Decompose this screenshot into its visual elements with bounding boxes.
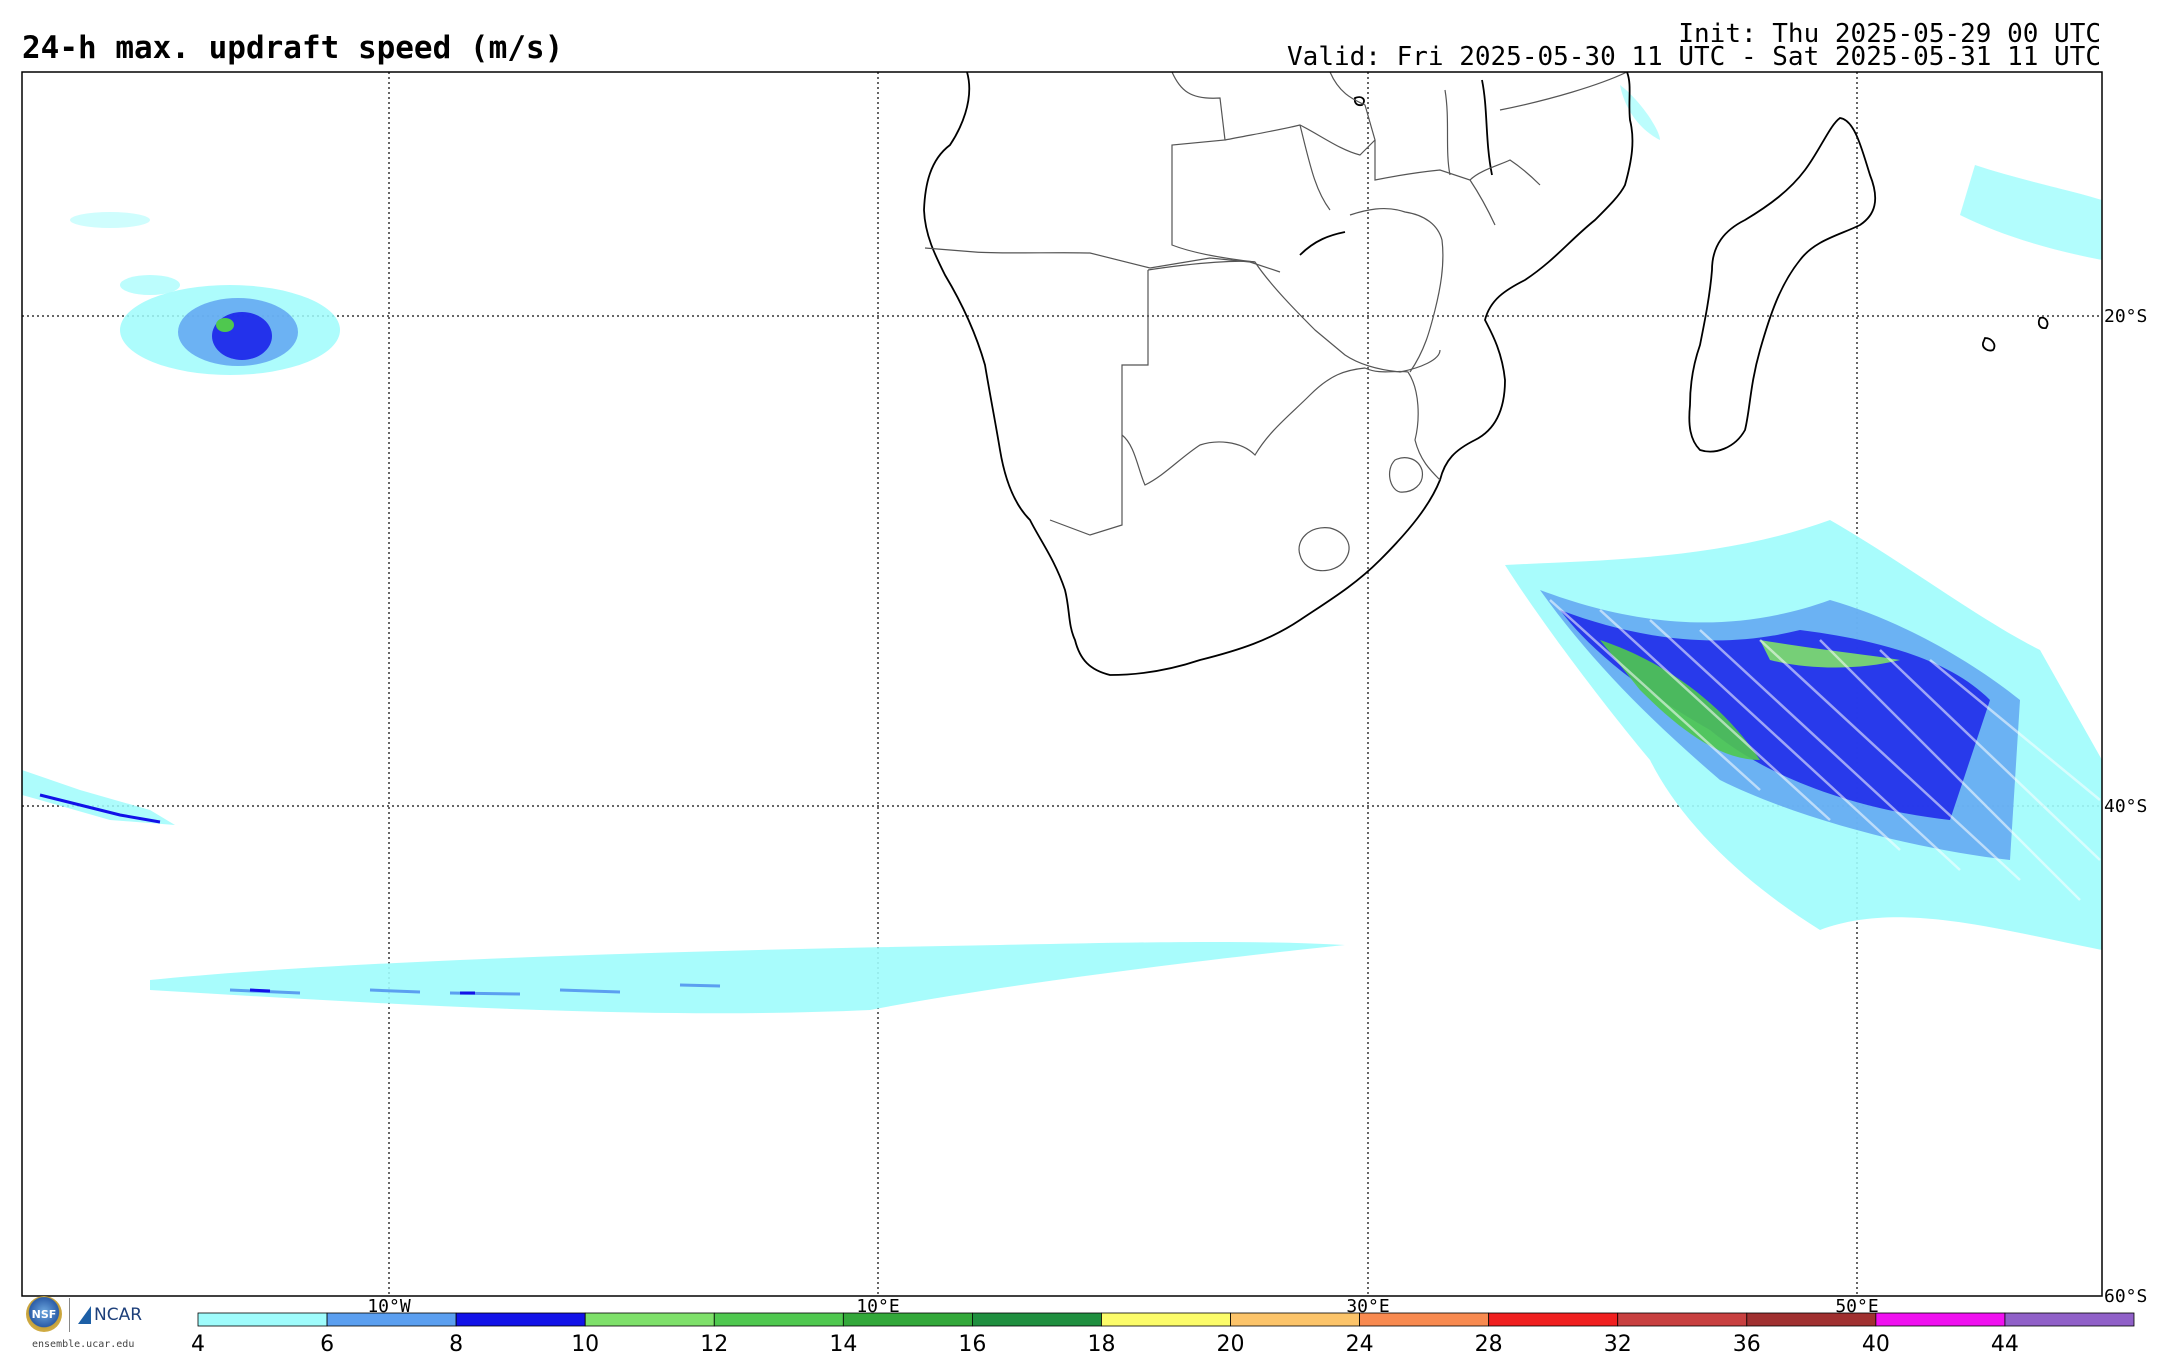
colorbar-swatch [2004,1312,2135,1327]
colorbar-swatch [842,1312,973,1327]
africa-coastline [923,72,1634,676]
lake-kariba [1299,231,1346,256]
lon-label-10e: 10°E [856,1296,899,1317]
reunion-island [1982,337,1996,352]
colorbar-tick-label: 36 [1733,1332,1761,1354]
logo-divider [69,1298,70,1332]
colorbar-swatch [1230,1312,1360,1327]
map-plot-area [22,72,2102,1296]
source-url: ensemble.ucar.edu [32,1339,135,1350]
colorbar-tick-label: 18 [1087,1332,1115,1354]
madagascar-coastline [1688,117,1877,453]
colorbar-tick-label: 12 [700,1332,728,1354]
colorbar: 4 6 8 10 12 14 16 18 20 24 28 32 36 40 44 [191,1312,2135,1357]
lat-label-20s: 20°S [2104,306,2147,327]
lon-label-30e: 30°E [1346,1296,1389,1317]
colorbar-swatch [584,1312,715,1327]
colorbar-swatch [1488,1312,1619,1327]
colorbar-swatch [713,1312,844,1327]
lon-labels: 10°W 10°E 30°E 50°E [367,1296,1878,1317]
colorbar-tick-label: 14 [829,1332,857,1354]
colorbar-swatch [1101,1312,1231,1327]
ncar-logo: NCAR [78,1305,142,1325]
colorbar-tick-label: 32 [1604,1332,1632,1354]
lat-label-60s: 60°S [2104,1286,2147,1307]
colorbar-swatch [197,1312,328,1327]
colorbar-tick-label: 10 [571,1332,599,1354]
nsf-logo: NSF [26,1296,62,1332]
colorbar-tick-label: 6 [320,1332,334,1354]
lon-label-10w: 10°W [367,1296,411,1317]
colorbar-tick-label: 40 [1862,1332,1890,1354]
updraft-field-west-pacific-cluster [70,212,340,375]
colorbar-tick-label: 4 [191,1332,205,1354]
country-borders [924,72,1628,572]
colorbar-tick-label: 20 [1217,1332,1245,1354]
lake-malawi [1481,79,1493,176]
coastlines [923,72,2049,676]
updraft-field-south-atlantic-band [150,941,1345,1014]
page-title: 24-h max. updraft speed (m/s) [22,30,564,66]
colorbar-tick-label: 24 [1346,1332,1374,1354]
colorbar-tick-label: 8 [449,1332,463,1354]
colorbar-swatch [455,1312,586,1327]
colorbar-swatch [1875,1312,2006,1327]
lat-label-40s: 40°S [2104,796,2147,817]
comoros-island [1353,96,1365,107]
lon-label-50e: 50°E [1835,1296,1878,1317]
init-time: Init: Thu 2025-05-29 00 UTC [1678,19,2101,49]
colorbar-tick-label: 16 [958,1332,986,1354]
colorbar-swatch [972,1312,1102,1327]
colorbar-swatch [1746,1312,1877,1327]
updraft-field-west-edge [22,770,175,825]
colorbar-swatch [1617,1312,1748,1327]
lat-labels: 20°S 40°S 60°S [2104,306,2147,1307]
ncar-logo-text: NCAR [94,1305,143,1325]
colorbar-swatch [1359,1312,1490,1327]
mauritius-island [2037,316,2049,330]
valid-time: Valid: Fri 2025-05-30 11 UTC - Sat 2025-… [1287,42,2101,72]
colorbar-tick-label: 44 [1991,1332,2019,1354]
colorbar-swatch [326,1312,457,1327]
ncar-mark-icon [78,1306,91,1324]
map-frame [21,71,2103,1297]
colorbar-tick-label: 28 [1475,1332,1503,1354]
updraft-field-indian-ocean-front [1505,85,2102,950]
